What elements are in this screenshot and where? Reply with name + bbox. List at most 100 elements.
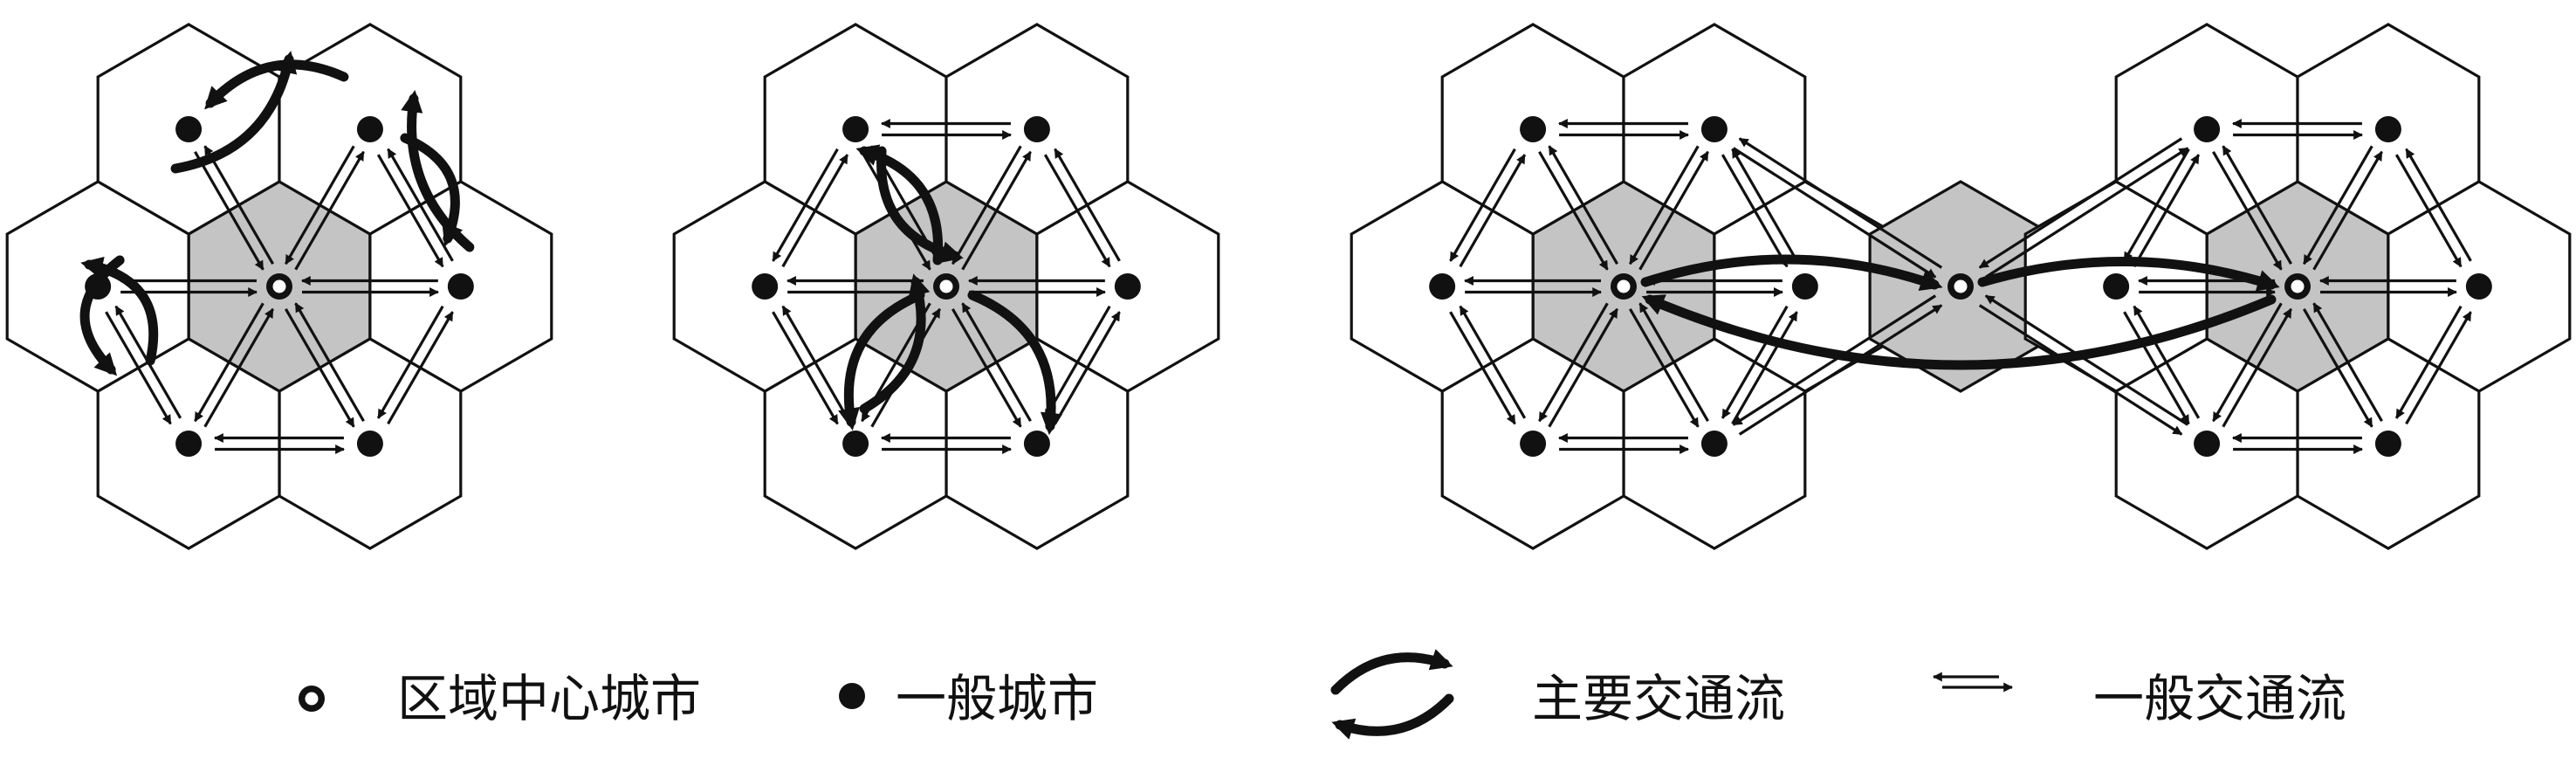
- major-flow-arrow: [80, 256, 159, 366]
- ordinary-flow-arrow: [1054, 311, 1121, 425]
- cycle-arrows-icon: [1330, 649, 1454, 740]
- ordinary-flow-arrow: [194, 302, 264, 423]
- ordinary-flow-arrow: [2312, 150, 2383, 271]
- ordinary-flow-arrow: [194, 150, 264, 271]
- ordinary-city-marker: [85, 273, 112, 300]
- ordinary-flow-arrow: [961, 150, 1032, 271]
- legend-label-ordinary-traffic-flow: 一般交通流: [2093, 669, 2346, 728]
- major-flow-arrow: [1641, 294, 2277, 370]
- ordinary-flow-arrow: [2394, 305, 2463, 419]
- ordinary-city-marker: [2374, 116, 2401, 142]
- ordinary-flow-arrow: [387, 311, 454, 425]
- city-markers: [752, 116, 1141, 457]
- ordinary-city-marker: [447, 273, 474, 300]
- ordinary-flow-arrow: [387, 148, 454, 262]
- ordinary-city-marker: [2374, 431, 2401, 457]
- ordinary-city-marker: [356, 431, 383, 457]
- ordinary-city-marker: [1023, 431, 1050, 457]
- city-markers: [85, 116, 474, 457]
- ordinary-city-marker: [842, 431, 869, 457]
- ordinary-city-marker: [1700, 116, 1728, 142]
- ordinary-flow-arrow: [1449, 311, 1516, 425]
- major-flow-arrow: [1330, 649, 1453, 695]
- major-flow-arrow: [170, 51, 298, 174]
- ordinary-city-marker: [2194, 116, 2221, 142]
- ordinary-flow-arrow: [1721, 154, 1789, 268]
- major-flow-arrow: [401, 89, 475, 252]
- legend-label-major-traffic-flow: 主要交通流: [1532, 669, 1785, 728]
- major-flow-arrow: [859, 273, 931, 414]
- ordinary-city-marker: [356, 116, 383, 142]
- ordinary-flow-arrow: [781, 154, 849, 268]
- ordinary-flow-arrow: [1984, 294, 2189, 426]
- ordinary-city-marker: [1520, 116, 1547, 142]
- double-arrow-icon: [1932, 672, 2014, 693]
- legend-label-regional-center-city: 区域中心城市: [397, 669, 701, 728]
- ordinary-flow-arrow: [951, 145, 1022, 265]
- major-flow-arrow: [967, 290, 1063, 436]
- ordinary-city-marker: [1791, 273, 1818, 300]
- ordinary-city-marker: [2465, 273, 2492, 300]
- ordinary-flow-arrow: [1043, 305, 1111, 419]
- ordinary-city-marker: [2194, 431, 2221, 457]
- ordinary-flow-arrow: [203, 307, 275, 428]
- ordinary-flow-arrow: [1731, 311, 1798, 425]
- regional-center-city-core: [272, 279, 286, 293]
- ordinary-flow-arrow: [961, 302, 1032, 423]
- ordinary-flow-arrow: [1638, 302, 1709, 423]
- regional-center-city-core: [1954, 279, 1968, 293]
- major-flow-arrows: [838, 144, 1063, 436]
- city-markers: [1429, 116, 2492, 457]
- ordinary-city-marker: [1429, 273, 1456, 300]
- ordinary-city-marker: [2103, 273, 2130, 300]
- ordinary-flow-arrows: [105, 145, 454, 454]
- ordinary-flow-arrow: [772, 311, 839, 425]
- ordinary-flow-arrow: [376, 154, 444, 268]
- ordinary-city-marker: [1114, 273, 1141, 300]
- major-flow-arrow: [838, 290, 925, 431]
- ordinary-flow-arrow: [1538, 302, 1609, 423]
- ordinary-flow-arrow: [1459, 305, 1527, 419]
- ordinary-flow-arrow: [1548, 307, 1619, 428]
- ordinary-flow-arrow: [1538, 150, 1609, 271]
- ordinary-flow-arrow: [2312, 302, 2383, 423]
- ordinary-city-marker: [175, 431, 203, 457]
- ordinary-flow-arrow: [2123, 311, 2190, 425]
- filled-dot-icon: [839, 683, 865, 709]
- ordinary-flow-arrow: [1449, 148, 1516, 262]
- ordinary-city-marker: [1700, 431, 1728, 457]
- legend: 区域中心城市 一般城市 主要交通流 一般交通流: [299, 649, 2346, 740]
- ordinary-flow-arrow: [1984, 147, 2189, 279]
- ordinary-flow-arrow: [1978, 137, 2183, 269]
- ordinary-flow-arrow: [951, 307, 1022, 428]
- ordinary-flow-arrow: [2212, 302, 2283, 423]
- ordinary-flow-arrow: [1459, 154, 1527, 268]
- ordinary-flow-arrow: [1978, 304, 2183, 436]
- ordinary-flow-arrow: [1731, 148, 1798, 262]
- ordinary-flow-arrow: [781, 305, 849, 419]
- ordinary-city-marker: [1520, 431, 1547, 457]
- major-flow-arrow: [1331, 693, 1454, 740]
- ordinary-flow-arrow: [294, 150, 365, 271]
- ordinary-flow-arrow: [2133, 305, 2201, 419]
- legend-label-ordinary-city: 一般城市: [896, 669, 1098, 728]
- ordinary-flow-arrow: [284, 145, 355, 265]
- ordinary-flow-arrow: [2123, 148, 2190, 262]
- panel-1: [5, 23, 553, 550]
- ordinary-city-marker: [1023, 116, 1050, 142]
- major-flow-arrow: [1640, 254, 1943, 292]
- major-flow-arrows: [79, 51, 475, 376]
- ordinary-flow-arrow: [2302, 307, 2373, 428]
- ordinary-flow-arrow: [1738, 137, 1943, 269]
- legend-regional-center-city: 区域中心城市: [299, 669, 701, 728]
- regional-center-city-core: [939, 279, 953, 293]
- ring-dot-icon: [299, 686, 325, 712]
- legend-ordinary-city: 一般城市: [839, 669, 1098, 728]
- legend-ordinary-traffic-flow: 一般交通流: [1932, 669, 2346, 728]
- major-flow-arrow: [400, 133, 464, 247]
- regional-center-city-core: [2291, 279, 2305, 293]
- ordinary-flow-arrow: [376, 305, 444, 419]
- ordinary-flow-arrow: [2394, 154, 2463, 268]
- major-flow-arrow: [876, 146, 964, 264]
